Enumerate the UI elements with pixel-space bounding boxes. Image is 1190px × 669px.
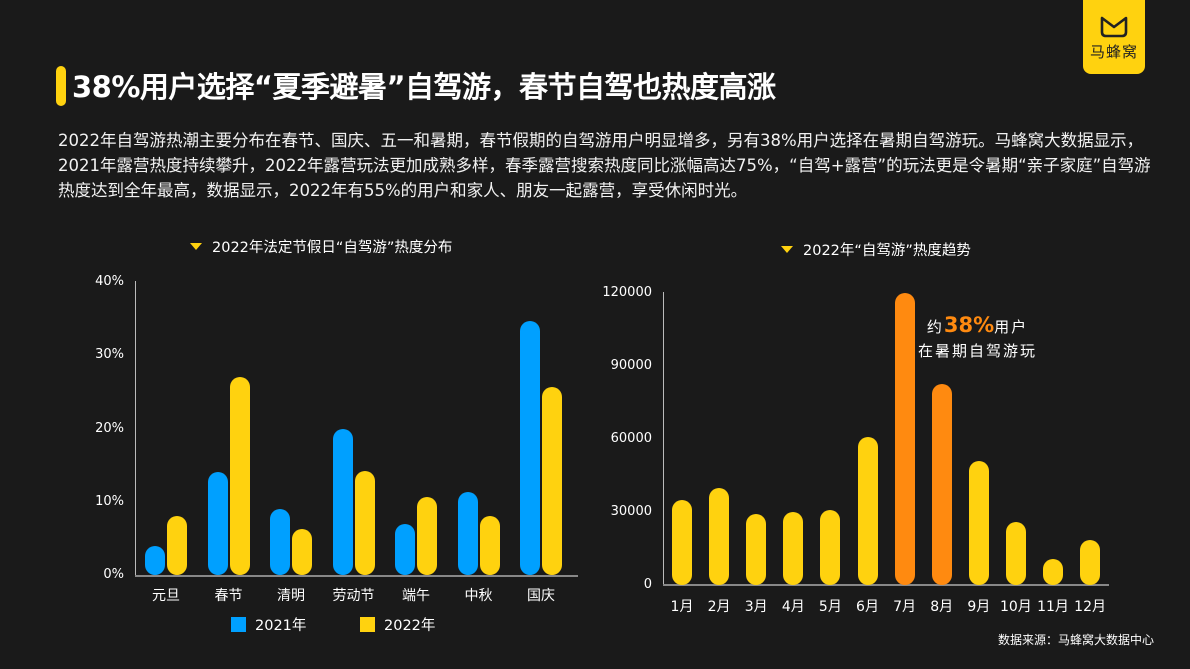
bar-2022年-端午 bbox=[417, 496, 437, 575]
x-label: 清明 bbox=[277, 588, 305, 604]
x-label: 中秋 bbox=[464, 588, 493, 604]
x-label: 12月 bbox=[1074, 599, 1106, 615]
x-label: 10月 bbox=[999, 599, 1032, 615]
x-label: 2月 bbox=[707, 599, 731, 615]
x-label: 端午 bbox=[402, 588, 430, 604]
x-label: 元旦 bbox=[152, 588, 180, 604]
summer-annotation: 约38%用户 在暑期自驾游玩 bbox=[918, 313, 1037, 363]
right-chart-title-text: 2022年“自驾游”热度趋势 bbox=[803, 243, 971, 259]
y-tick-label: 0% bbox=[103, 567, 124, 582]
logo-text: 马蜂窝 bbox=[1089, 43, 1138, 61]
right-y-axis bbox=[663, 292, 664, 586]
annotation-prefix: 约 bbox=[926, 318, 944, 336]
x-label: 1月 bbox=[670, 599, 694, 615]
y-tick-label: 30% bbox=[95, 347, 124, 363]
x-label: 3月 bbox=[744, 599, 768, 615]
right-x-axis bbox=[663, 584, 1109, 586]
bar-2021年-端午 bbox=[395, 523, 415, 575]
y-tick-label: 20% bbox=[95, 420, 124, 436]
x-label: 国庆 bbox=[527, 588, 555, 604]
y-tick-label: 90000 bbox=[610, 358, 652, 373]
y-tick-label: 10% bbox=[95, 493, 124, 509]
legend-swatch-2022 bbox=[360, 617, 375, 632]
x-label: 5月 bbox=[818, 599, 842, 615]
bar-2022年-清明 bbox=[292, 528, 312, 575]
bar-5月 bbox=[820, 509, 841, 585]
legend-2022: 2022年 bbox=[360, 614, 435, 635]
x-label: 6月 bbox=[856, 599, 879, 615]
triangle-down-icon bbox=[190, 243, 202, 250]
x-label: 11月 bbox=[1037, 599, 1069, 615]
mafengwo-logo: 马蜂窝 bbox=[1083, 0, 1145, 74]
bar-2022年-中秋 bbox=[479, 516, 500, 575]
annotation-suffix: 用户 bbox=[994, 318, 1029, 336]
bar-2021年-国庆 bbox=[520, 320, 540, 575]
legend-label-2021: 2021年 bbox=[255, 618, 307, 634]
legend-swatch-2021 bbox=[231, 617, 246, 632]
x-label: 9月 bbox=[967, 599, 991, 615]
y-tick-label: 40% bbox=[95, 274, 124, 289]
x-label: 8月 bbox=[930, 599, 954, 615]
bar-3月 bbox=[746, 514, 767, 585]
bar-7月 bbox=[894, 293, 915, 585]
bar-6月 bbox=[857, 436, 878, 585]
annotation-line2: 在暑期自驾游玩 bbox=[918, 342, 1038, 360]
legend-label-2022: 2022年 bbox=[384, 618, 436, 634]
data-source: 数据来源：马蜂窝大数据中心 bbox=[998, 633, 1155, 647]
bar-4月 bbox=[783, 512, 804, 585]
bar-10月 bbox=[1005, 521, 1026, 585]
right-chart-title: 2022年“自驾游”热度趋势 bbox=[781, 239, 971, 260]
page-title: 38%用户选择“夏季避暑”自驾游，春节自驾也热度高涨 bbox=[72, 70, 776, 104]
logo-m-icon bbox=[1100, 16, 1128, 38]
y-tick-label: 0 bbox=[643, 577, 652, 592]
bar-2022年-劳动节 bbox=[354, 470, 375, 575]
bar-11月 bbox=[1043, 559, 1063, 585]
annotation-highlight: 38% bbox=[943, 313, 995, 337]
description-paragraph: 2022年自驾游热潮主要分布在春节、国庆、五一和暑期，春节假期的自驾游用户明显增… bbox=[58, 131, 1151, 200]
y-tick-label: 30000 bbox=[610, 504, 652, 519]
y-tick-label: 60000 bbox=[610, 431, 652, 446]
x-label: 4月 bbox=[781, 599, 805, 615]
bar-8月 bbox=[931, 384, 952, 585]
bar-2022年-元旦 bbox=[167, 516, 187, 575]
triangle-down-icon bbox=[781, 246, 793, 253]
y-tick-label: 120000 bbox=[602, 285, 652, 300]
bar-2021年-劳动节 bbox=[332, 428, 353, 575]
bar-2021年-元旦 bbox=[145, 545, 165, 575]
legend-2021: 2021年 bbox=[231, 614, 306, 635]
left-y-axis bbox=[135, 281, 136, 576]
x-label: 劳动节 bbox=[332, 588, 375, 604]
bar-9月 bbox=[968, 460, 989, 585]
bar-2022年-国庆 bbox=[542, 386, 562, 575]
bar-2021年-中秋 bbox=[457, 492, 478, 575]
x-label: 春节 bbox=[214, 588, 243, 604]
title-accent-bar bbox=[56, 66, 66, 106]
bar-2021年-春节 bbox=[207, 472, 228, 575]
left-x-axis bbox=[135, 575, 578, 577]
bar-2月 bbox=[709, 487, 730, 585]
left-chart-title-text: 2022年法定节假日“自驾游”热度分布 bbox=[212, 240, 453, 256]
bar-2021年-清明 bbox=[270, 509, 290, 575]
left-chart-title: 2022年法定节假日“自驾游”热度分布 bbox=[190, 236, 452, 257]
bar-1月 bbox=[672, 499, 692, 585]
bar-12月 bbox=[1080, 539, 1101, 585]
x-label: 7月 bbox=[893, 599, 917, 615]
bar-2022年-春节 bbox=[229, 377, 250, 575]
